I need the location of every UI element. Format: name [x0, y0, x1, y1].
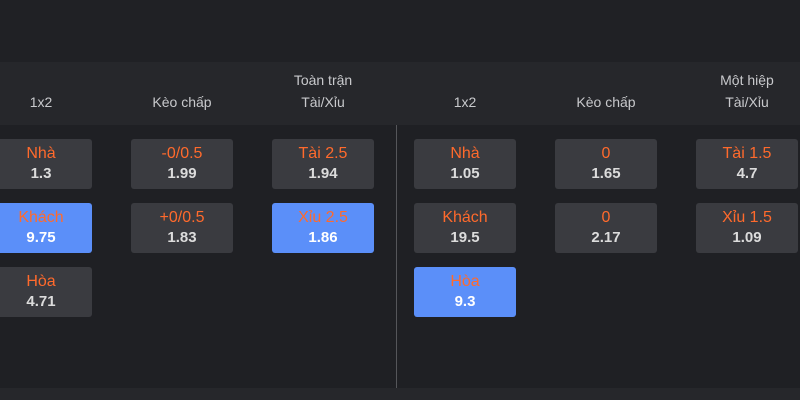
odds-label: -0/0.5	[161, 145, 203, 162]
odds-label: Nhà	[450, 145, 480, 162]
column-header: Toàn trận Tài/Xỉu	[253, 69, 393, 113]
odds-value: 1.86	[308, 229, 338, 246]
column-header: 1x2	[395, 91, 535, 113]
header-line: Tài/Xỉu	[725, 94, 769, 110]
odds-value: 1.05	[450, 165, 480, 182]
bottom-bar	[0, 388, 800, 400]
odds-label: 0	[601, 209, 611, 226]
odds-value: 1.83	[167, 229, 197, 246]
odds-label: Nhà	[26, 145, 56, 162]
header-line: Kèo chấp	[576, 94, 636, 110]
header-row	[0, 62, 800, 125]
odds-button[interactable]: Xỉu 2.5 1.86	[272, 203, 374, 253]
header-line: 1x2	[29, 94, 53, 110]
odds-button[interactable]: Tài 2.5 1.94	[272, 139, 374, 189]
odds-label: Khách	[442, 209, 488, 226]
odds-button[interactable]: 0 1.65	[555, 139, 657, 189]
odds-button[interactable]: Nhà 1.3	[0, 139, 92, 189]
column-header: Kèo chấp	[536, 91, 676, 113]
odds-label: 0	[601, 145, 611, 162]
odds-button[interactable]: Xỉu 1.5 1.09	[696, 203, 798, 253]
header-line: Toàn trận	[293, 72, 353, 88]
odds-value: 1.65	[591, 165, 621, 182]
odds-value: 1.99	[167, 165, 197, 182]
odds-label: Hòa	[26, 273, 56, 290]
odds-label: Tài 2.5	[298, 145, 348, 162]
odds-button[interactable]: Khách 19.5	[414, 203, 516, 253]
odds-label: Tài 1.5	[722, 145, 772, 162]
odds-value: 19.5	[450, 229, 480, 246]
top-bar	[0, 0, 800, 62]
header-line: Tài/Xỉu	[301, 94, 345, 110]
odds-value: 9.3	[454, 293, 476, 310]
odds-button[interactable]: 0 2.17	[555, 203, 657, 253]
odds-value: 9.75	[26, 229, 56, 246]
odds-value: 1.09	[732, 229, 762, 246]
odds-button[interactable]: Khách 9.75	[0, 203, 92, 253]
header-line: Kèo chấp	[152, 94, 212, 110]
odds-label: Xỉu 2.5	[298, 209, 348, 226]
odds-value: 1.3	[30, 165, 52, 182]
odds-value: 4.7	[736, 165, 758, 182]
odds-label: +0/0.5	[159, 209, 205, 226]
odds-value: 1.94	[308, 165, 338, 182]
odds-button[interactable]: Hòa 4.71	[0, 267, 92, 317]
divider	[396, 125, 397, 388]
odds-label: Khách	[18, 209, 64, 226]
header-line: 1x2	[453, 94, 477, 110]
odds-button[interactable]: Tài 1.5 4.7	[696, 139, 798, 189]
odds-button[interactable]: +0/0.5 1.83	[131, 203, 233, 253]
odds-button[interactable]: Nhà 1.05	[414, 139, 516, 189]
column-header: 1x2	[0, 91, 111, 113]
header-line: Một hiệp	[720, 72, 774, 88]
odds-button[interactable]: Hòa 9.3	[414, 267, 516, 317]
column-header: Một hiệp Tài/Xỉu	[677, 69, 800, 113]
odds-label: Hòa	[450, 273, 480, 290]
odds-button[interactable]: -0/0.5 1.99	[131, 139, 233, 189]
odds-value: 4.71	[26, 293, 56, 310]
column-header: Kèo chấp	[112, 91, 252, 113]
odds-value: 2.17	[591, 229, 621, 246]
odds-label: Xỉu 1.5	[722, 209, 772, 226]
